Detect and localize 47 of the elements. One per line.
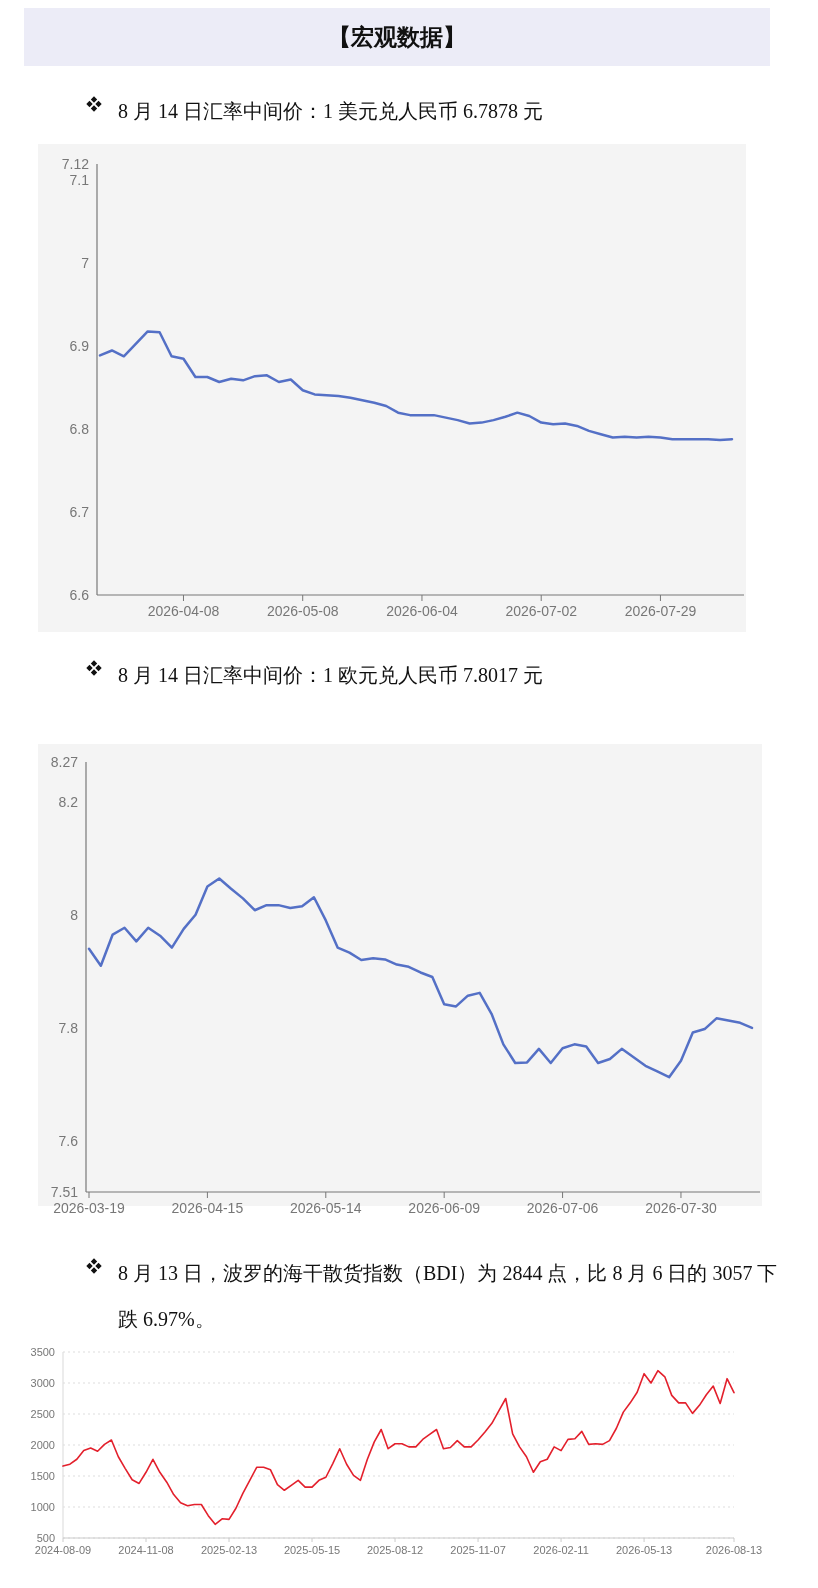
x-tick-label: 2025-02-13 [200, 1544, 258, 1556]
x-tick-label: 2026-07-29 [624, 603, 697, 619]
x-tick-label: 2025-11-07 [450, 1544, 506, 1556]
y-tick-label: 2500 [30, 1407, 55, 1420]
y-tick-label: 3000 [30, 1376, 55, 1389]
y-tick-label: 3500 [30, 1345, 55, 1358]
x-tick-label: 2025-05-15 [283, 1544, 341, 1556]
y-tick-label: 8.27 [50, 753, 79, 770]
y-tick-label: 8 [70, 906, 79, 923]
x-tick-label: 2026-06-04 [386, 603, 458, 619]
chart-title: 8 月 14 日汇率中间价：1 欧元兑人民币 7.8017 元 [118, 663, 544, 688]
y-tick-label: 2000 [30, 1438, 55, 1451]
x-tick-label: 2026-04-08 [147, 603, 220, 619]
x-tick-label: 2026-05-08 [266, 603, 339, 619]
y-tick-label: 6.9 [69, 338, 90, 355]
x-tick-label: 2026-05-14 [289, 1200, 362, 1216]
y-tick-label: 500 [36, 1531, 55, 1544]
y-tick-label: 8.2 [58, 793, 79, 810]
y-tick-label: 7.8 [58, 1019, 79, 1036]
chart-title: 8 月 13 日，波罗的海干散货指数（BDI）为 2844 点，比 8 月 6 日的 3057 下跌 6.97%。 [118, 1262, 778, 1330]
y-tick-label: 6.6 [69, 586, 90, 603]
x-tick-label: 2026-05-13 [615, 1544, 673, 1556]
x-tick-label: 2026-03-19 [53, 1200, 126, 1216]
y-tick-label: 7.51 [50, 1183, 79, 1200]
x-tick-label: 2026-02-11 [533, 1544, 589, 1556]
y-tick-label: 1500 [30, 1469, 55, 1482]
x-tick-label: 2025-08-12 [366, 1544, 424, 1556]
y-tick-label: 7 [81, 255, 90, 272]
x-tick-label: 2026-07-06 [526, 1200, 599, 1216]
x-tick-label: 2024-11-08 [118, 1544, 174, 1556]
chart-subtitle: 8 月 14 日汇率中间价：1 美元兑人民币 6.7878 元 [118, 99, 544, 124]
x-tick-label: 2026-08-13 [705, 1544, 763, 1556]
y-tick-label: 7.1 [69, 172, 90, 189]
chart-title: 【宏观数据】 [24, 8, 770, 66]
x-tick-label: 2026-04-15 [171, 1200, 244, 1216]
line-series [87, 877, 754, 1079]
y-tick-label: 6.7 [69, 504, 90, 521]
line-series [62, 1369, 735, 1526]
y-tick-label: 7.6 [58, 1132, 79, 1149]
y-tick-label: 6.8 [69, 421, 90, 438]
y-tick-label: 1000 [30, 1500, 55, 1513]
y-tick-label: 7.12 [61, 155, 90, 172]
x-tick-label: 2024-08-09 [34, 1544, 92, 1556]
x-tick-label: 2026-07-30 [645, 1200, 717, 1216]
x-tick-label: 2026-06-09 [408, 1200, 481, 1216]
line-series [98, 330, 734, 442]
x-tick-label: 2026-07-02 [505, 603, 578, 619]
